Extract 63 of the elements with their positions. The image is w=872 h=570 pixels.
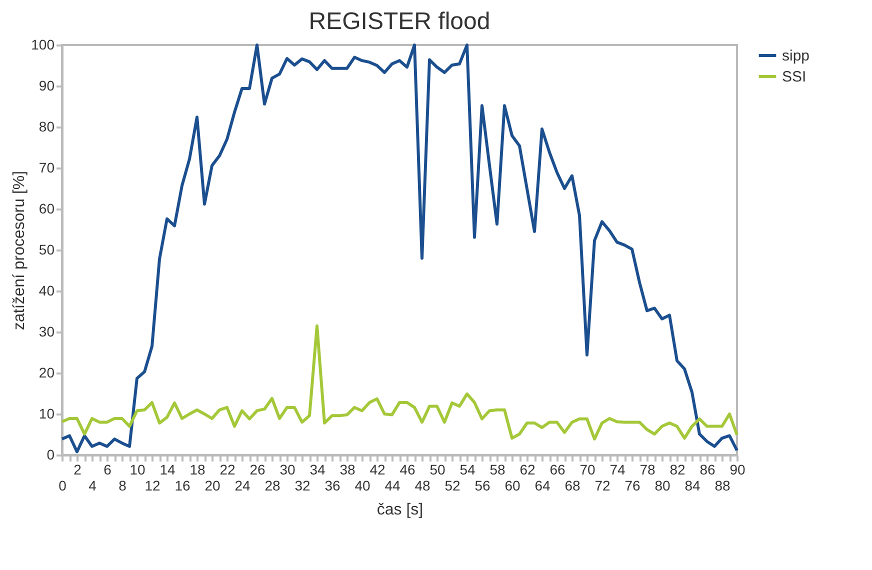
y-tick-label: 0 xyxy=(46,446,55,462)
x-tick-label: 32 xyxy=(294,478,310,494)
x-tick-label: 20 xyxy=(204,478,220,494)
x-tick-label: 24 xyxy=(234,478,250,494)
x-tick-label: 4 xyxy=(88,478,97,494)
x-tick-label: 80 xyxy=(654,478,670,494)
y-tick-label: 50 xyxy=(38,242,55,258)
x-tick-label: 44 xyxy=(384,478,400,494)
x-tick-label: 74 xyxy=(610,462,626,478)
y-tick-label: 70 xyxy=(38,160,55,176)
x-tick-label: 60 xyxy=(504,478,520,494)
chart-title: REGISTER flood xyxy=(308,8,490,35)
y-tick-label: 40 xyxy=(38,282,55,298)
x-tick-label: 90 xyxy=(730,462,746,478)
x-tick-label: 34 xyxy=(310,462,326,478)
x-tick-label: 16 xyxy=(174,478,190,494)
x-tick-label: 36 xyxy=(324,478,340,494)
x-tick-label: 54 xyxy=(460,462,476,478)
x-tick-label: 68 xyxy=(564,478,580,494)
x-axis-title: čas [s] xyxy=(376,502,424,518)
x-tick-label: 0 xyxy=(58,478,67,494)
y-tick-label: 20 xyxy=(38,364,55,380)
x-tick-label: 56 xyxy=(474,478,490,494)
x-tick-label: 72 xyxy=(594,478,610,494)
x-tick-label: 38 xyxy=(340,462,356,478)
y-tick-label: 10 xyxy=(38,406,55,422)
x-tick-label: 42 xyxy=(370,462,386,478)
x-tick-label: 22 xyxy=(220,462,236,478)
x-tick-label: 50 xyxy=(430,462,446,478)
x-tick-label: 62 xyxy=(520,462,536,478)
x-tick-label: 88 xyxy=(714,478,730,494)
x-tick-label: 58 xyxy=(490,462,506,478)
x-tick-label: 14 xyxy=(160,462,176,478)
x-tick-label: 2 xyxy=(74,462,82,478)
y-tick-label: 80 xyxy=(38,118,55,134)
x-tick-label: 70 xyxy=(580,462,596,478)
x-tick-label: 30 xyxy=(280,462,296,478)
x-tick-label: 8 xyxy=(118,478,127,494)
x-tick-label: 78 xyxy=(640,462,656,478)
x-tick-label: 48 xyxy=(414,478,430,494)
x-tick-label: 82 xyxy=(670,462,686,478)
x-tick-label: 26 xyxy=(250,462,266,478)
x-tick-label: 28 xyxy=(264,478,280,494)
y-tick-label: 30 xyxy=(38,324,55,340)
x-tick-label: 86 xyxy=(700,462,716,478)
x-tick-label: 52 xyxy=(444,478,460,494)
legend-label: SSI xyxy=(782,68,806,86)
x-tick-label: 64 xyxy=(534,478,550,494)
y-axis-title: zatížení procesoru [%] xyxy=(11,170,28,330)
x-tick-label: 46 xyxy=(400,462,416,478)
x-tick-label: 84 xyxy=(684,478,700,494)
y-tick-label: 100 xyxy=(31,36,55,52)
y-tick-label: 60 xyxy=(38,200,55,216)
x-tick-label: 40 xyxy=(354,478,370,494)
x-tick-label: 66 xyxy=(550,462,566,478)
x-tick-label: 12 xyxy=(144,478,160,494)
x-tick-label: 6 xyxy=(104,462,112,478)
x-tick-label: 18 xyxy=(190,462,206,478)
x-tick-label: 76 xyxy=(624,478,640,494)
legend-label: sipp xyxy=(782,48,810,64)
line-series xyxy=(60,324,738,441)
x-tick-label: 10 xyxy=(130,462,146,478)
y-tick-label: 90 xyxy=(38,78,55,94)
